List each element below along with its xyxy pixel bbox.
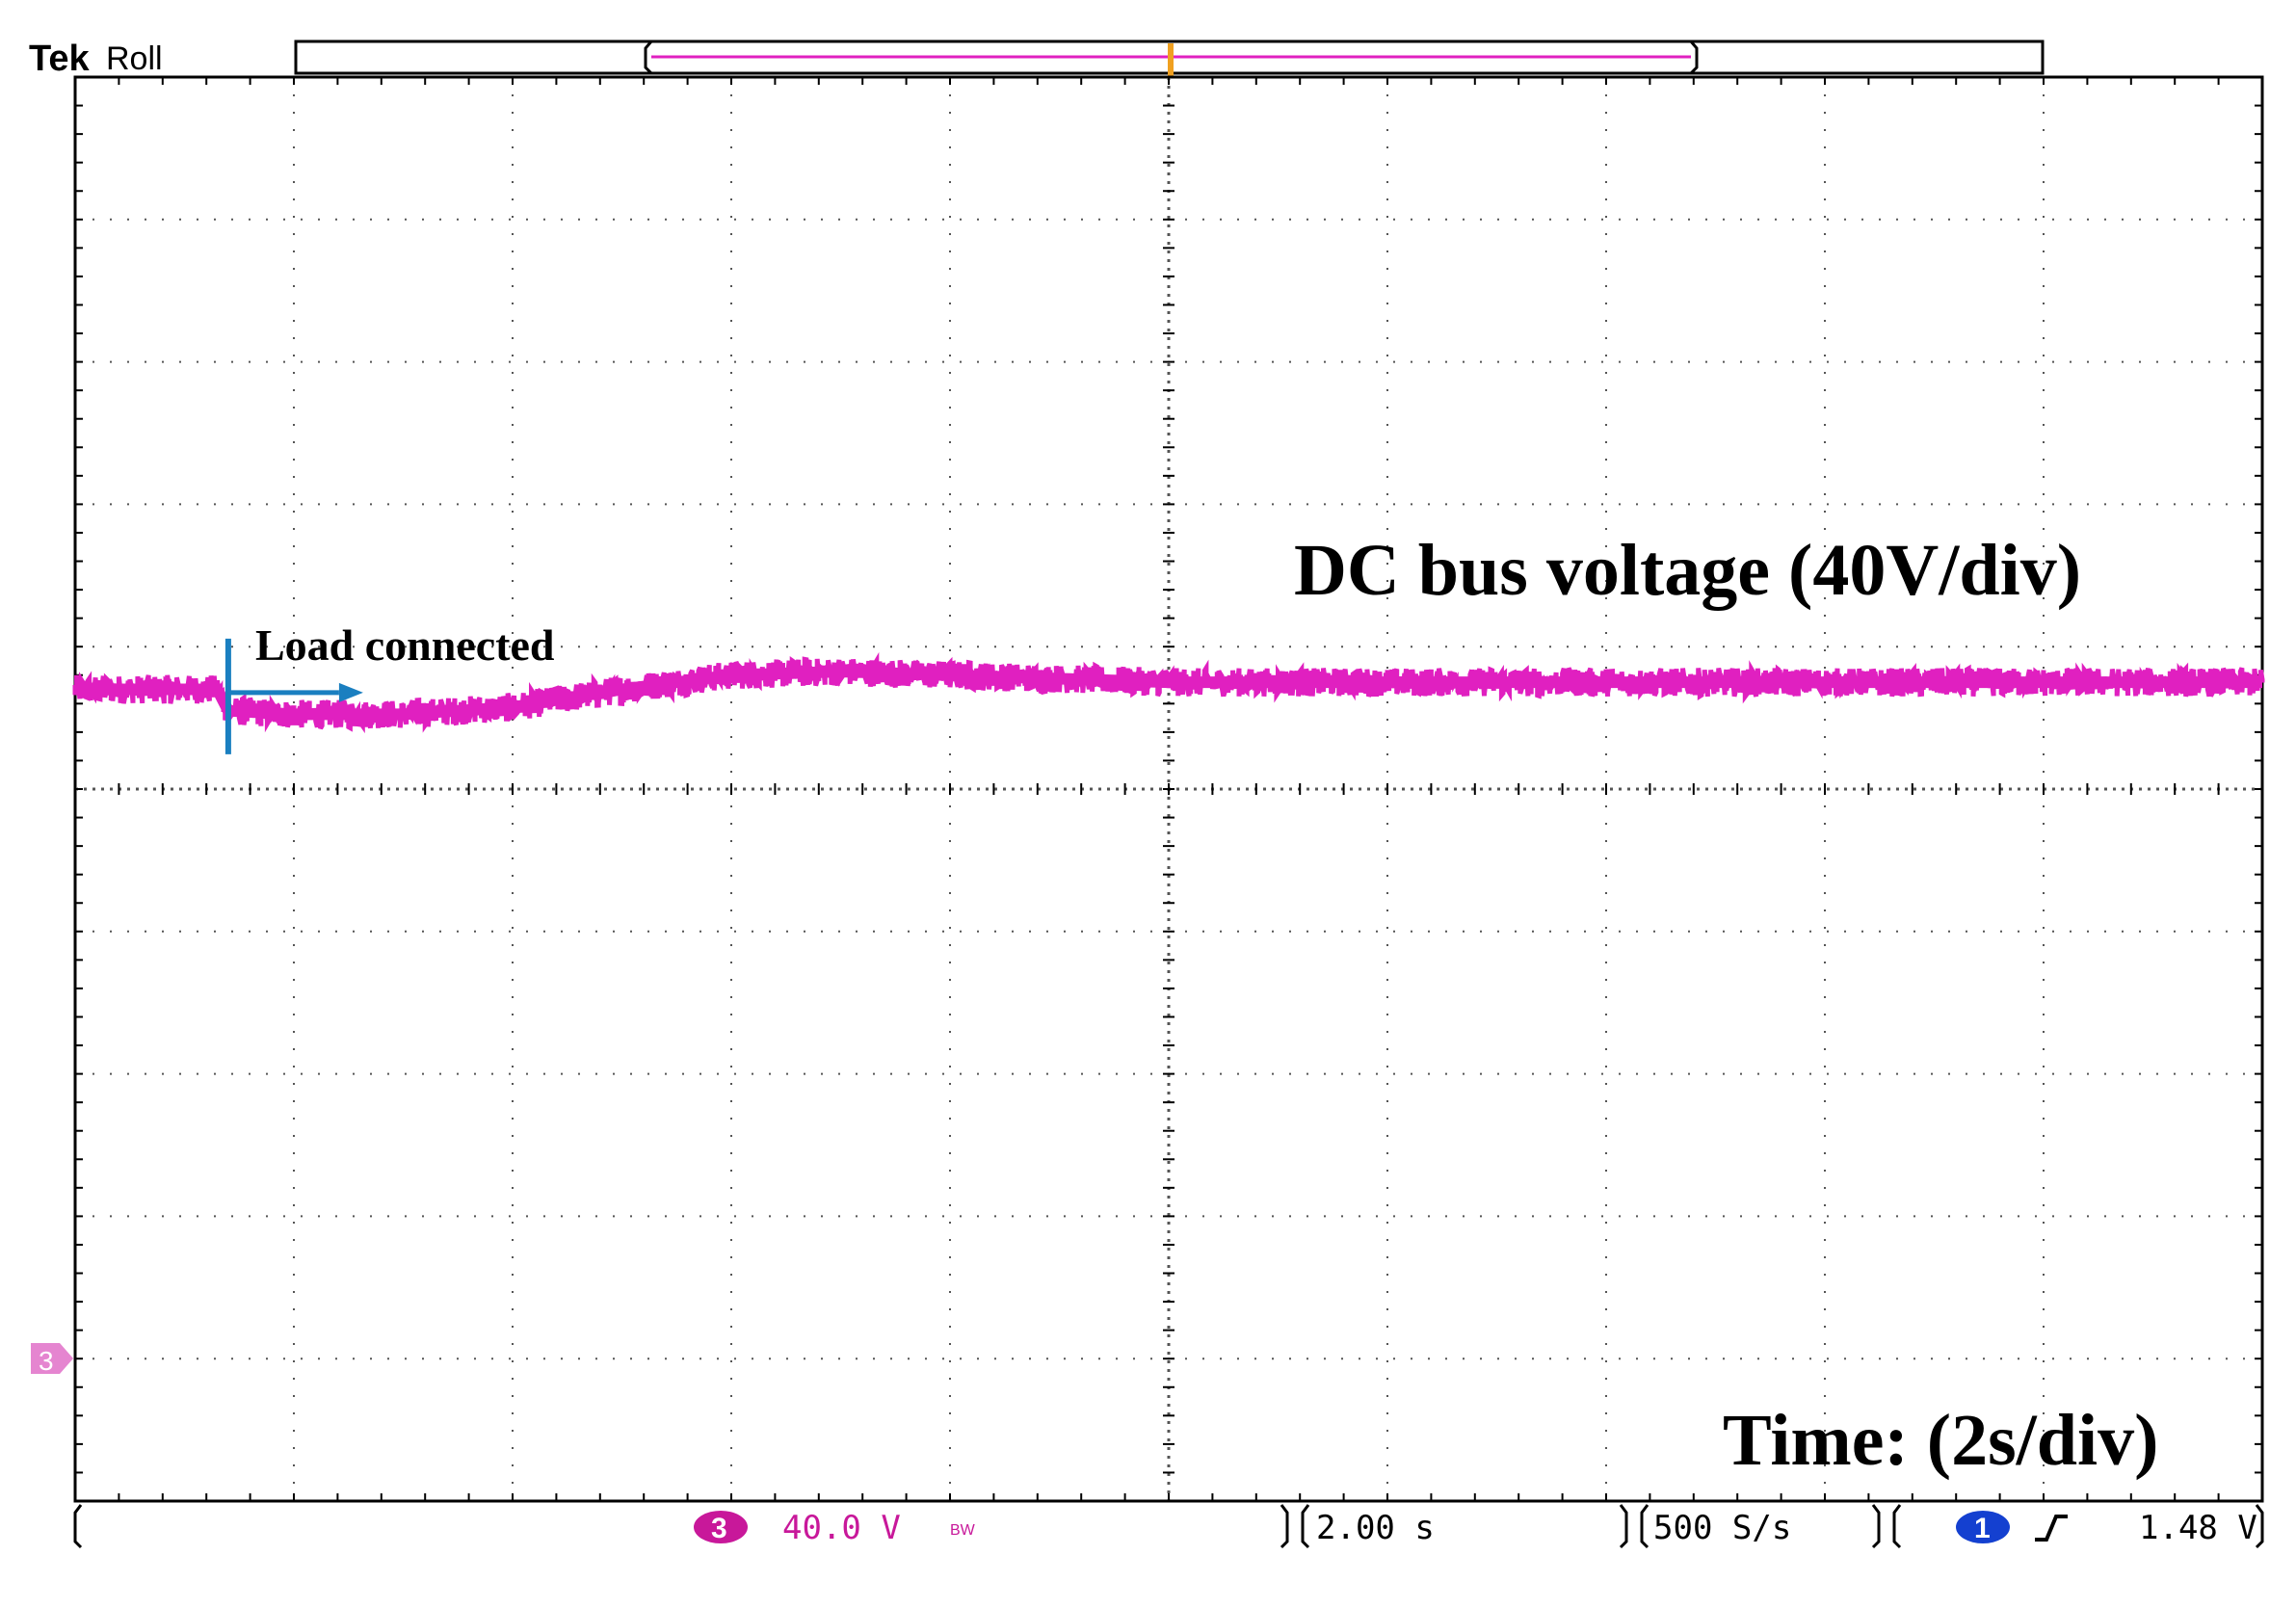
time-scale-label: Time: (2s/div) <box>1723 1400 2158 1481</box>
channel-3-badge[interactable]: 3 <box>694 1511 748 1544</box>
brand-label: Tek <box>29 39 91 79</box>
event-marker-group <box>224 638 363 754</box>
signal-label: DC bus voltage (40V/div) <box>1294 530 2081 611</box>
bandwidth-limit-flag: BW <box>950 1522 976 1539</box>
channel-scale[interactable]: 40.0 V <box>782 1509 901 1547</box>
dc-bus-voltage-trace-core <box>75 666 2262 721</box>
rising-edge-icon <box>2035 1515 2068 1542</box>
load-connected-arrow-head <box>338 682 363 702</box>
trigger-channel-number: 1 <box>1974 1513 1991 1544</box>
channel-number: 3 <box>711 1513 727 1544</box>
time-scale[interactable]: 2.00 s <box>1316 1509 1435 1547</box>
channel-3-reference-marker[interactable]: 3 <box>31 1343 73 1376</box>
status-bar: 3 40.0 V BW 2.00 s 500 S/s 1 1.48 V <box>73 1504 2264 1549</box>
trigger-channel-badge[interactable]: 1 <box>1956 1511 2010 1544</box>
record-overview-bar <box>294 40 2045 90</box>
sample-rate[interactable]: 500 S/s <box>1653 1509 1791 1547</box>
event-label: Load connected <box>255 620 555 670</box>
trigger-level[interactable]: 1.48 V <box>2139 1509 2257 1547</box>
waveform-trace-group <box>72 651 2265 734</box>
channel-marker-label: 3 <box>39 1346 54 1376</box>
graticule <box>74 76 2263 1502</box>
acquisition-mode-label: Roll <box>106 40 163 77</box>
